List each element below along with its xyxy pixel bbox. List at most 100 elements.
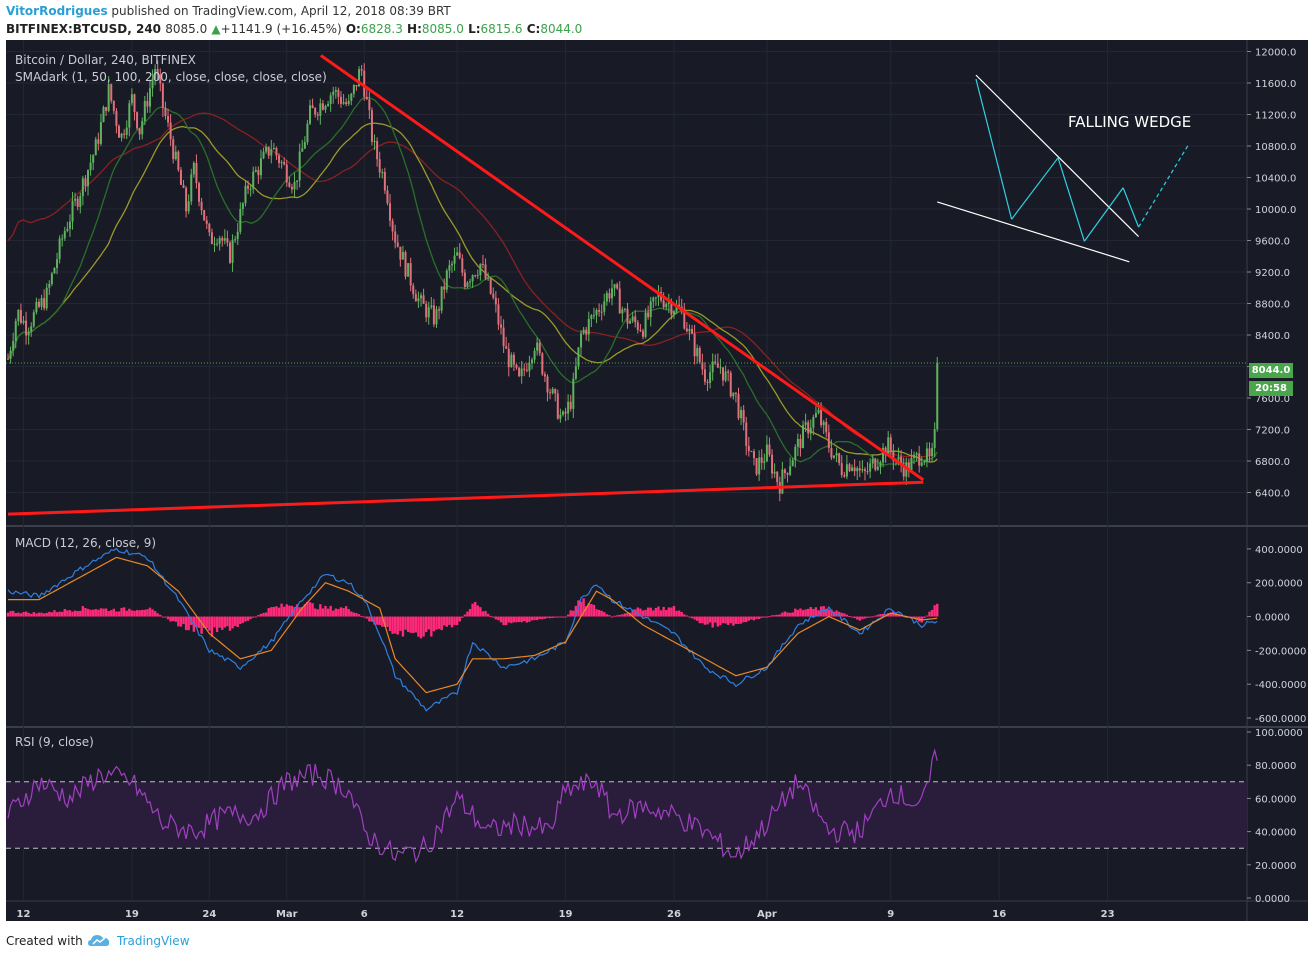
- macd-histogram-bar: [166, 616, 170, 620]
- candle-down: [554, 389, 557, 394]
- macd-histogram-bar: [605, 614, 609, 617]
- x-tick-label: 9: [887, 909, 894, 920]
- macd-histogram-bar: [685, 615, 689, 617]
- macd-histogram-bar: [135, 610, 139, 617]
- macd-histogram-bar: [347, 609, 350, 617]
- candle-up: [420, 295, 422, 299]
- macd-histogram-bar: [517, 616, 521, 623]
- macd-histogram-bar: [332, 610, 335, 617]
- macd-histogram-bar: [799, 608, 802, 617]
- candle-up: [272, 148, 275, 150]
- macd-histogram-bar: [468, 608, 472, 617]
- last-price: 8085.0: [165, 22, 208, 36]
- candle-up: [407, 263, 410, 277]
- candle-up: [652, 297, 655, 302]
- macd-histogram-bar: [683, 614, 686, 617]
- macd-histogram-bar: [631, 609, 634, 617]
- chart-canvas[interactable]: 12 19 24 Mar 6 12 19 26 Apr 9 16 23 12000.0 11600.0 11…: [6, 40, 1308, 921]
- candle-up: [448, 265, 451, 271]
- author-link[interactable]: VitorRodrigues: [6, 4, 108, 18]
- candle-up: [551, 389, 554, 394]
- candle-up: [879, 462, 882, 467]
- candle-up: [649, 301, 652, 318]
- macd-histogram-bar: [393, 616, 397, 634]
- macd-histogram-bar: [757, 616, 761, 620]
- candle-down: [376, 140, 379, 160]
- candle-down: [422, 295, 425, 304]
- candle-up: [466, 282, 469, 288]
- macd-histogram-bar: [357, 614, 361, 617]
- macd-histogram-bar: [45, 612, 48, 617]
- macd-histogram-bar: [277, 607, 281, 617]
- macd-histogram-bar: [662, 606, 665, 617]
- candle-up: [102, 107, 105, 123]
- candle-down: [19, 309, 22, 323]
- tradingview-link[interactable]: TradingView: [117, 934, 190, 948]
- candle-up: [249, 188, 252, 190]
- candle-up: [804, 422, 807, 425]
- candle-down: [37, 301, 40, 307]
- macd-histogram-bar: [32, 612, 36, 617]
- countdown-badge: 20:58: [1249, 381, 1293, 396]
- candle-up: [453, 255, 456, 264]
- macd-histogram-bar: [79, 610, 82, 617]
- wedge-projection-line: [1138, 144, 1189, 228]
- macd-histogram-bar: [507, 616, 510, 623]
- macd-histogram-bar: [99, 608, 103, 617]
- macd-histogram-bar: [288, 605, 291, 617]
- candle-up: [45, 287, 48, 309]
- candle-down: [502, 327, 505, 347]
- chart-area[interactable]: 12 19 24 Mar 6 12 19 26 Apr 9 16 23 12000.0 11600.0 11…: [6, 40, 1308, 921]
- rsi-tick-label: 60.0000: [1255, 794, 1296, 805]
- macd-histogram-bar: [200, 616, 203, 634]
- candle-up: [577, 347, 580, 367]
- macd-histogram-bar: [726, 616, 730, 625]
- macd-histogram-bar: [450, 616, 454, 628]
- candle-down: [874, 458, 877, 470]
- macd-histogram-bar: [422, 616, 425, 637]
- macd-histogram-bar: [122, 607, 126, 617]
- macd-histogram-bar: [35, 613, 38, 617]
- macd-histogram-bar: [615, 615, 619, 617]
- candle-up: [711, 361, 714, 373]
- macd-histogram-bar: [876, 614, 880, 617]
- candle-down: [492, 293, 495, 298]
- macd-histogram-bar: [215, 616, 219, 633]
- candle-up: [456, 252, 459, 256]
- open-label: O:: [345, 22, 361, 36]
- price-tick-label: 7600.0: [1255, 394, 1290, 405]
- macd-histogram-bar: [94, 609, 97, 617]
- change-arrow: ▲: [211, 22, 221, 36]
- candle-down: [257, 169, 260, 176]
- candle-up: [923, 461, 926, 463]
- x-tick-label: 26: [667, 909, 681, 920]
- candle-down: [133, 94, 136, 113]
- macd-histogram-bar: [476, 605, 479, 617]
- candle-up: [92, 155, 95, 163]
- candle-up: [40, 298, 43, 307]
- candle-up: [417, 298, 420, 302]
- candle-down: [337, 89, 340, 97]
- macd-histogram-bar: [639, 608, 642, 617]
- candle-up: [644, 312, 647, 337]
- candle-down: [745, 422, 748, 446]
- candle-up: [794, 446, 797, 460]
- candle-up: [789, 466, 792, 475]
- wedge-wave-line: [975, 78, 1013, 220]
- macd-histogram-bar: [703, 616, 707, 625]
- candle-up: [675, 304, 678, 312]
- macd-histogram-bar: [146, 609, 149, 617]
- x-tick-label: 12: [450, 909, 464, 920]
- macd-histogram-bar: [471, 603, 474, 617]
- macd-histogram-bar: [494, 616, 498, 620]
- macd-histogram-bar: [843, 613, 846, 617]
- candle-up: [920, 462, 923, 466]
- candle-up: [265, 146, 268, 152]
- candle-down: [685, 328, 688, 332]
- macd-histogram-bar: [86, 608, 90, 617]
- candle-down: [776, 471, 779, 483]
- macd-histogram-bar: [391, 616, 394, 634]
- candle-down: [345, 102, 348, 105]
- footer: Created with TradingView: [0, 921, 1314, 959]
- price-tick-label: 9200.0: [1255, 268, 1290, 279]
